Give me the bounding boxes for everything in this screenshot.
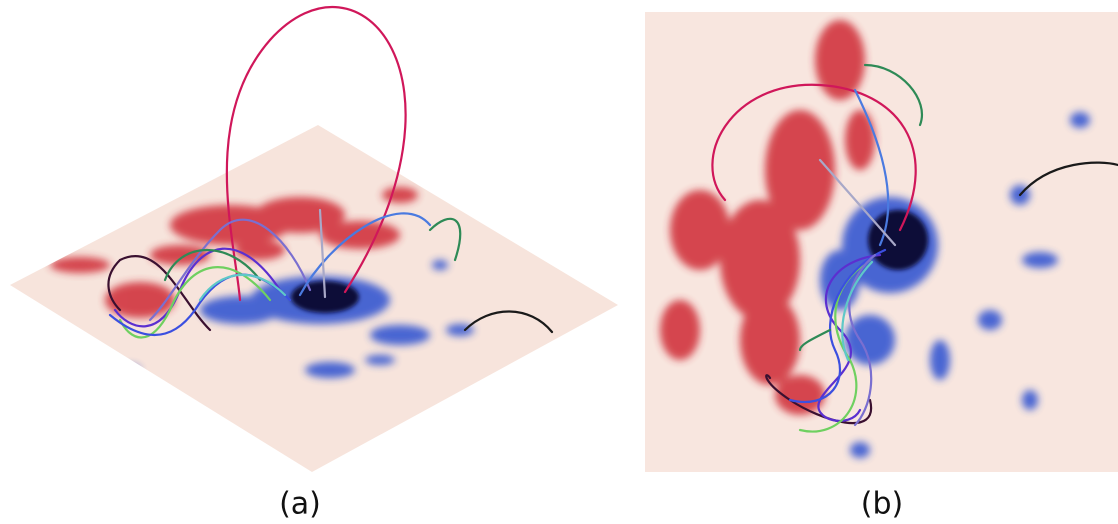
panel-label: (b) xyxy=(861,487,903,522)
magnetogram-a-shape-shape xyxy=(150,245,210,265)
magnetogram-b-features-shape-shape xyxy=(815,20,865,100)
magnetogram-b-features-shape xyxy=(868,210,928,270)
magnetogram-b-features-shape-shape xyxy=(850,442,870,458)
field-lines-a xyxy=(107,6,554,339)
field-lines-b-shape xyxy=(798,328,832,352)
magnetogram-a-shape-shape xyxy=(382,187,418,203)
field-lines-b-shape xyxy=(711,83,917,232)
field-lines-b-shape xyxy=(841,260,874,362)
magnetogram-b-features-shape-shape xyxy=(670,190,730,270)
field-lines-a-shape xyxy=(107,254,212,332)
field-lines-a-shape xyxy=(318,208,327,299)
magnetogram-a-shape-shape xyxy=(255,197,345,233)
field-lines-b-shape xyxy=(788,248,887,403)
magnetogram-b-features-shape-shape xyxy=(1070,112,1090,128)
panel-a xyxy=(10,6,618,472)
field-lines-b xyxy=(711,63,1118,433)
magnetogram-a-shape-shape xyxy=(320,221,400,249)
magnetogram-b-features-shape-shape xyxy=(775,375,825,415)
field-lines-a-shape xyxy=(225,6,407,302)
field-lines-a-shape xyxy=(463,310,554,334)
field-lines-b-shape xyxy=(848,253,877,427)
field-lines-b-shape xyxy=(818,158,897,247)
field-lines-b-shape xyxy=(853,88,890,247)
field-lines-a-shape xyxy=(118,266,272,339)
magnetogram-b-features-shape xyxy=(660,20,875,415)
field-lines-a-shape xyxy=(198,273,287,302)
magnetogram-b-features-shape-shape xyxy=(845,315,895,365)
field-lines-b-shape xyxy=(863,63,923,127)
magnetogram-b-features-shape-shape xyxy=(720,200,800,320)
magnetogram-a-shape-shape xyxy=(200,296,280,324)
magnetogram-b-features-shape-shape xyxy=(1022,252,1058,268)
panel-label: (a) xyxy=(279,487,321,522)
field-lines-b-shape xyxy=(817,253,882,422)
magnetogram-a-shape-shape xyxy=(120,365,140,375)
field-lines-a-shape xyxy=(148,218,312,322)
magnetogram-b-features xyxy=(660,20,1090,458)
field-lines-a-shape xyxy=(428,217,462,262)
magnetogram-a-shape-shape xyxy=(305,362,355,378)
panel-b xyxy=(645,12,1118,472)
magnetogram-b-features-shape-shape xyxy=(660,300,700,360)
magnetogram-b-features-shape-shape xyxy=(845,110,875,170)
field-lines-a-shape xyxy=(163,248,262,282)
magnetogram-a-shape-shape xyxy=(370,325,430,345)
magnetogram-b-features-shape-shape xyxy=(765,110,835,230)
field-lines-b-shape xyxy=(765,374,873,425)
magnetogram-a-shape-shape xyxy=(105,282,175,318)
magnetogram-b-features-shape-shape xyxy=(930,340,950,380)
magnetogram-b-features-shape-shape xyxy=(740,295,800,385)
magnetogram-a-shape-shape xyxy=(365,355,395,365)
magnetogram-a-shape-shape xyxy=(235,240,285,260)
field-lines-b-shape xyxy=(1018,161,1118,197)
magnetogram-b-features-shape-shape xyxy=(1022,390,1038,410)
magnetogram-b-features-shape-shape xyxy=(978,310,1002,330)
magnetogram-a-shape-shape xyxy=(50,257,110,273)
magnetogram-a-shape-shape xyxy=(432,260,448,270)
field-lines-a-shape xyxy=(298,212,432,297)
